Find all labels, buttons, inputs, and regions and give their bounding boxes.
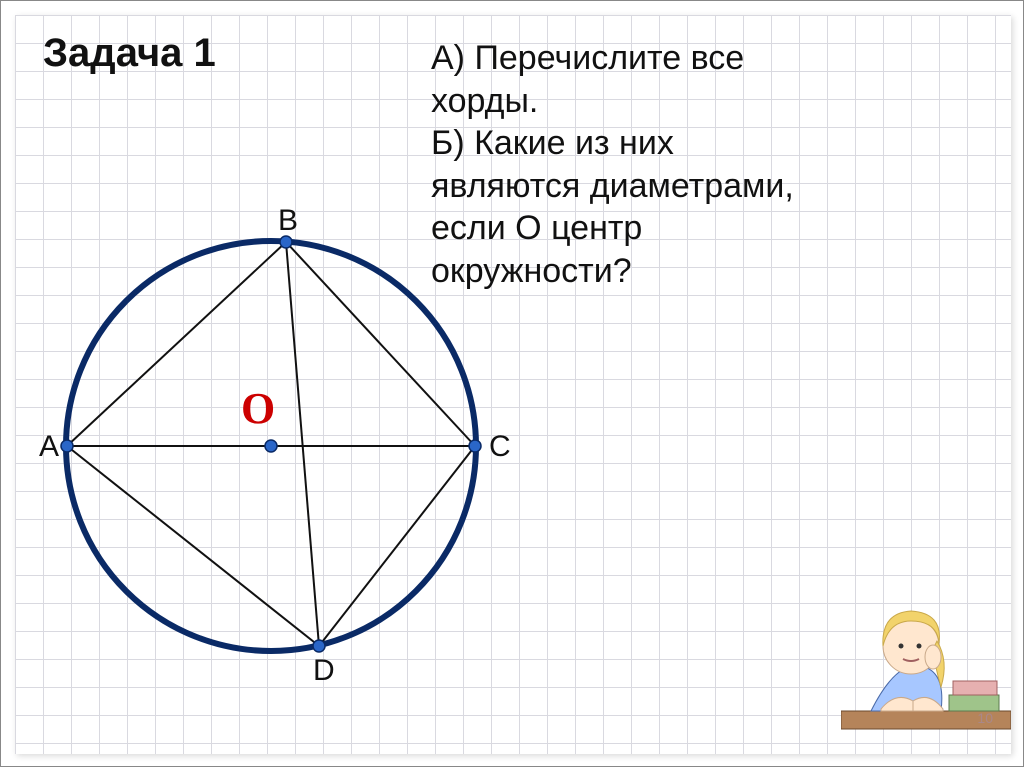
problem-text-line: хорды.: [431, 80, 794, 123]
point-label-B: B: [278, 204, 298, 238]
problem-text-line: А) Перечислите все: [431, 37, 794, 80]
center-label-O: O: [241, 383, 275, 434]
student-illustration: [841, 591, 1011, 751]
point-label-D: D: [313, 654, 335, 688]
page-number: 10: [977, 710, 993, 726]
point-label-A: A: [39, 430, 59, 464]
point-label-C: C: [489, 430, 511, 464]
problem-title: Задача 1: [43, 31, 216, 76]
slide: Задача 1 А) Перечислите всехорды.Б) Каки…: [0, 0, 1024, 767]
